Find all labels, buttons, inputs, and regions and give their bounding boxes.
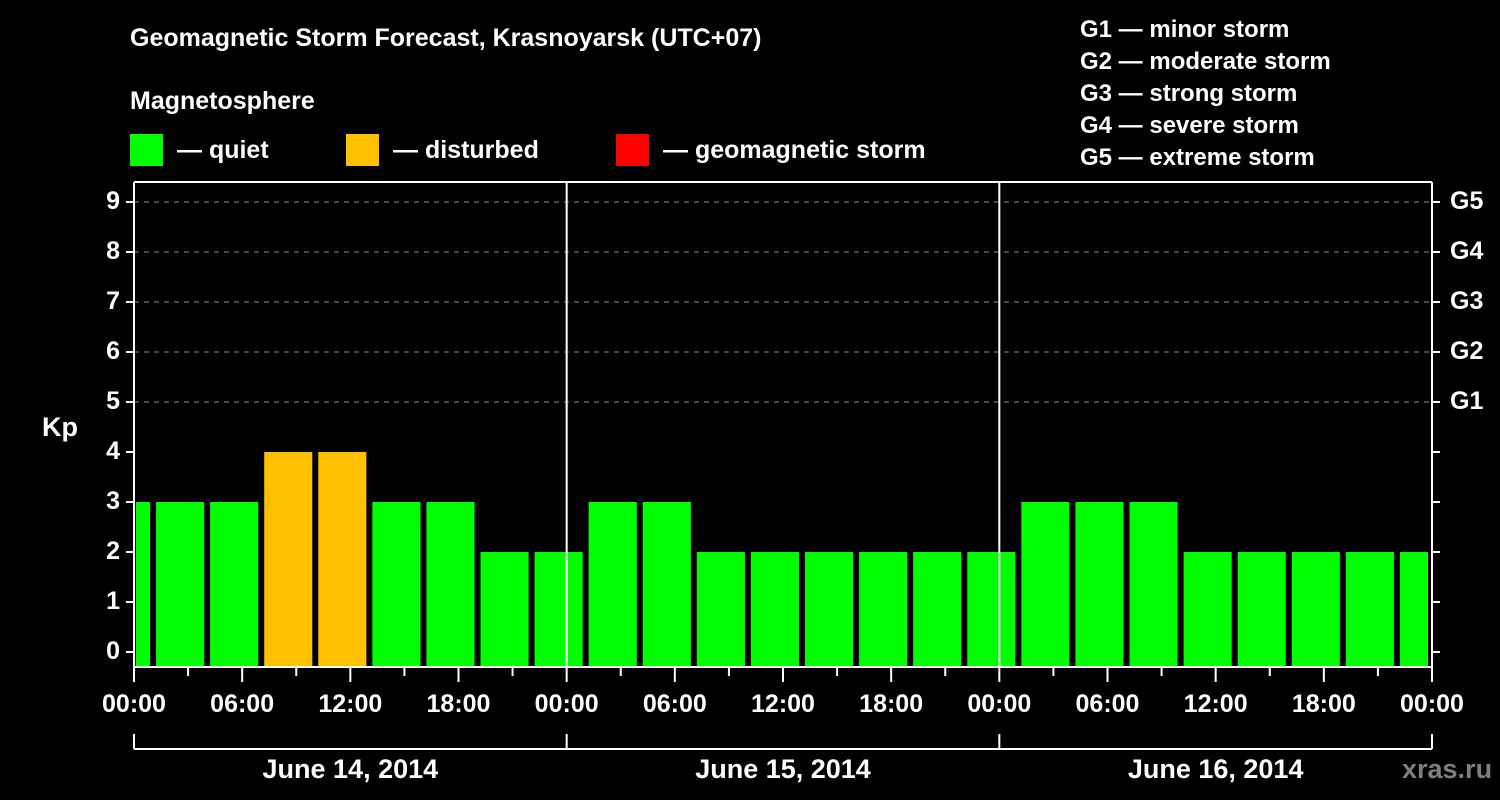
chart-title: Geomagnetic Storm Forecast, Krasnoyarsk … [130,24,762,52]
g-scale-label: G2 [1450,337,1484,365]
x-tick-label: 18:00 [426,690,491,718]
kp-bar [136,502,151,666]
g-scale-label: G5 [1450,187,1484,215]
x-tick-label: 00:00 [967,690,1032,718]
legend-item-quiet: — quiet [130,134,269,166]
legend-title: Magnetosphere [130,87,315,115]
disturbed-swatch-icon [346,134,379,166]
kp-bar [1345,552,1394,666]
day-label: June 16, 2014 [1127,754,1304,784]
x-tick-label: 06:00 [210,690,275,718]
day-label: June 14, 2014 [262,754,439,784]
x-tick-label: 18:00 [1291,690,1356,718]
kp-bar [156,502,205,666]
storm-scale-g3: G3 — strong storm [1080,80,1298,107]
y-axis-label: Kp [42,412,78,442]
quiet-swatch-icon [130,134,163,166]
legend-label: — quiet [177,135,269,164]
g-scale-label: G1 [1450,387,1484,415]
kp-bar [750,552,800,666]
kp-bar [1399,552,1428,666]
y-tick-label: 8 [106,237,120,265]
kp-bar [859,552,908,666]
kp-bar [426,502,475,666]
x-tick-label: 12:00 [318,690,383,718]
kp-bar [1129,502,1178,666]
storm-scale-g5: G5 — extreme storm [1080,144,1315,171]
kp-bar [1021,502,1070,666]
storm-scale-g2: G2 — moderate storm [1080,48,1331,75]
kp-bar [967,552,1016,666]
kp-bar [805,552,854,666]
kp-bar [1183,552,1232,666]
kp-bar [534,552,583,666]
g-scale-label: G4 [1450,237,1484,265]
y-tick-label: 2 [106,537,120,565]
watermark: xras.ru [1402,754,1493,784]
kp-bar [642,502,691,666]
kp-bar [1291,552,1340,666]
y-tick-label: 7 [106,287,120,315]
y-tick-label: 0 [106,637,120,665]
kp-bar [913,552,962,666]
x-tick-label: 06:00 [1075,690,1140,718]
y-tick-label: 5 [106,387,120,415]
y-tick-label: 6 [106,337,120,365]
storm-scale-legend: G1 — minor storm G2 — moderate storm G3 … [1080,14,1331,174]
x-tick-label: 00:00 [102,690,166,718]
legend-item-disturbed: — disturbed [346,134,539,166]
kp-bar [318,452,367,666]
y-tick-label: 9 [106,187,120,215]
kp-bar [210,502,259,666]
x-tick-label: 12:00 [1183,690,1248,718]
x-tick-label: 00:00 [534,690,599,718]
kp-bar [588,502,637,666]
kp-bar [1075,502,1124,666]
legend-label: — geomagnetic storm [663,135,926,164]
kp-bar [372,502,421,666]
storm-swatch-icon [616,134,649,166]
y-tick-label: 4 [106,437,120,465]
kp-bar [696,552,745,666]
day-label: June 15, 2014 [695,754,871,784]
x-tick-label: 00:00 [1400,690,1464,718]
x-tick-label: 18:00 [859,690,924,718]
x-tick-label: 12:00 [751,690,815,718]
y-tick-label: 1 [106,587,120,615]
kp-bar [480,552,529,666]
g-scale-label: G3 [1450,287,1484,315]
storm-scale-g1: G1 — minor storm [1080,16,1290,43]
legend-label: — disturbed [393,135,539,164]
storm-scale-g4: G4 — severe storm [1080,112,1299,139]
kp-bar [264,452,313,666]
legend-item-storm: — geomagnetic storm [616,134,926,166]
y-tick-label: 3 [106,487,120,515]
x-tick-label: 06:00 [642,690,707,718]
kp-bar [1237,552,1286,666]
